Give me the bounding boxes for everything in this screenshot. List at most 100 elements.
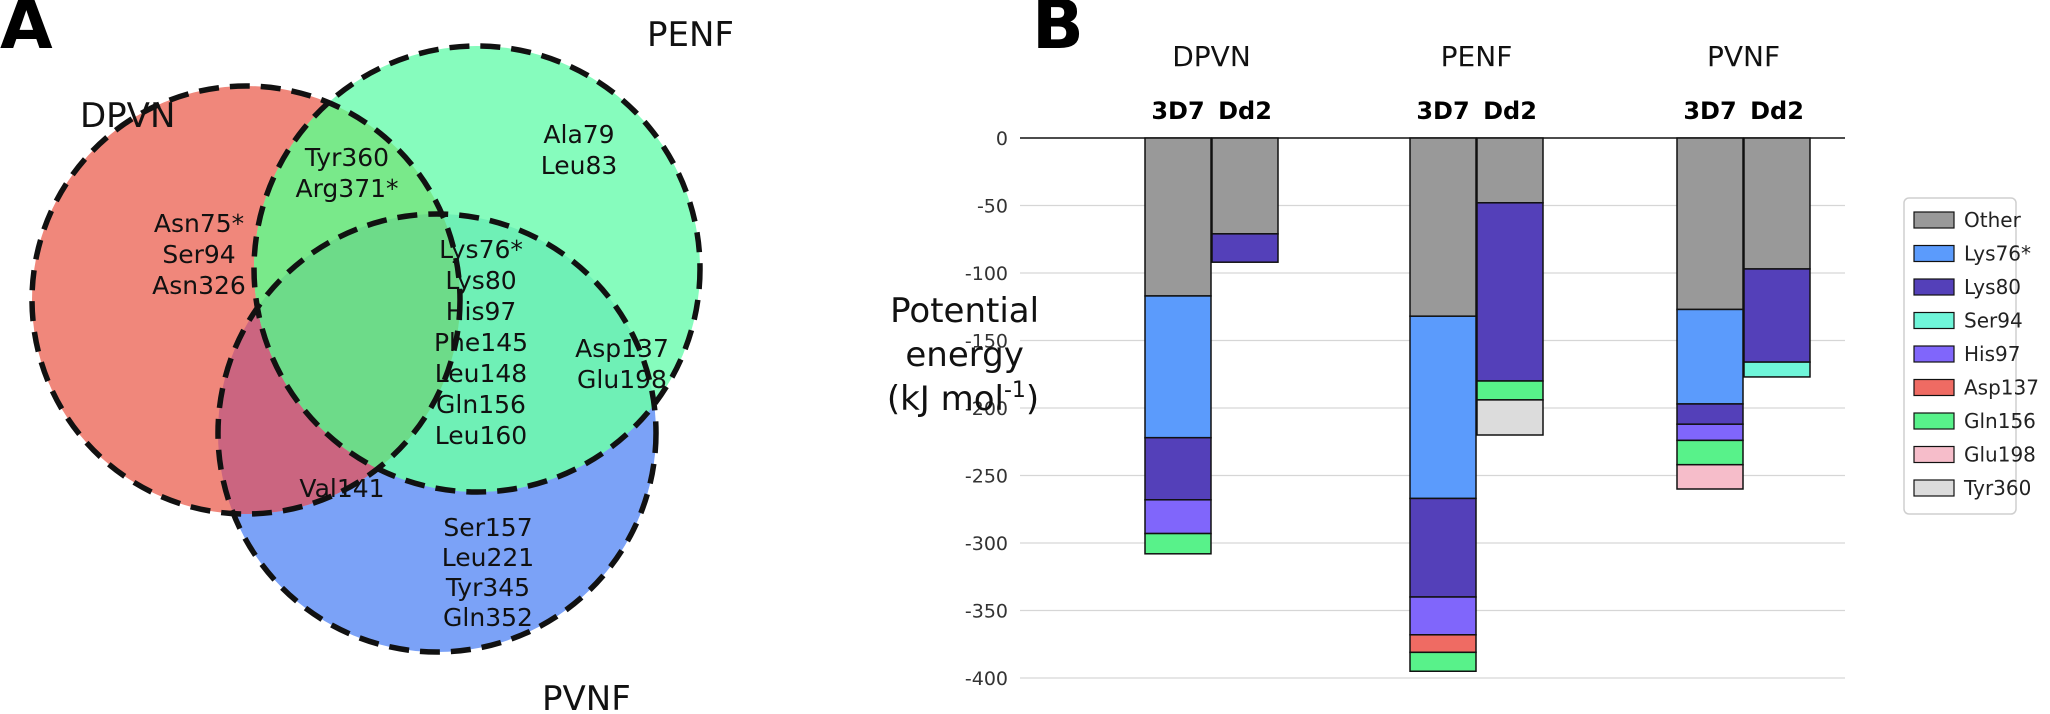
- bar-segment-pvnf-3d7-lys76-star: [1676, 308, 1744, 405]
- region-pvnf-only-residue: Ser157: [443, 513, 532, 542]
- strain-label-3d7: 3D7: [1683, 97, 1736, 125]
- bar-segment-pvnf-3d7-other: [1676, 137, 1744, 311]
- region-pvnf-only-residue: Leu221: [442, 543, 534, 572]
- region-penf-pvnf-residue: Glu198: [577, 365, 667, 394]
- bar-segment-penf-3d7-other: [1409, 137, 1477, 317]
- venn-diagram: A DPVN PENF PVNF Asn75*Ser94Asn326Ala79L…: [0, 0, 734, 714]
- legend: Other Lys76* Lys80 Ser94 His97 Asp137 Gln156 Gl…: [1903, 197, 2039, 515]
- legend-label-gln156: Gln156: [1964, 409, 2036, 433]
- bar-segment-pvnf-dd2-other: [1743, 137, 1811, 270]
- penf-set-label: PENF: [647, 15, 734, 55]
- legend-swatch-glu198: [1913, 445, 1955, 464]
- group-labels: DPVN PENF PVNF: [1172, 40, 1780, 73]
- legend-swatch-gln156: [1913, 412, 1955, 430]
- region-penf-only-residue: Leu83: [541, 151, 618, 180]
- bar-segment-dpvn-3d7-other: [1144, 137, 1212, 297]
- legend-label-glu198: Glu198: [1964, 443, 2036, 467]
- legend-swatch-ser94: [1913, 311, 1955, 330]
- y-tick-label: -200: [965, 398, 1008, 420]
- region-penf-only-residue: Ala79: [543, 120, 614, 149]
- region-pvnf-only-residue: Gln352: [443, 603, 533, 632]
- y-axis-ticks: 0 -50 -100 -150 -200 -250 -300 -350 -400: [965, 128, 1008, 690]
- dpvn-outline: [29, 83, 463, 517]
- y-axis-label: Potential energy (kJ mol-1): [887, 291, 1050, 419]
- legend-label-asp137: Asp137: [1964, 376, 2039, 400]
- bar-segment-penf-3d7-his97: [1409, 596, 1477, 636]
- strain-label-3d7: 3D7: [1151, 97, 1204, 125]
- region-dpvn-only-residue: Asn326: [152, 271, 246, 300]
- penf-outline: [251, 43, 703, 495]
- y-tick-label: 0: [996, 128, 1008, 150]
- bar-segment-dpvn-3d7-lys80: [1144, 436, 1212, 501]
- region-dpvn-penf-residue: Arg371*: [295, 174, 398, 203]
- y-tick-label: -350: [965, 601, 1008, 623]
- legend-swatch-lys80: [1913, 278, 1955, 296]
- bar-segment-penf-3d7-gln156: [1409, 651, 1477, 672]
- y-tick-label: -400: [965, 668, 1008, 690]
- region-dpvn-only-residue: Ser94: [162, 240, 235, 269]
- panel-a-label: A: [0, 0, 53, 65]
- legend-label-his97: His97: [1964, 342, 2020, 366]
- region-dpvn-pvnf-residue: Val141: [299, 474, 384, 503]
- bar-segment-dpvn-dd2-lys80: [1211, 233, 1279, 263]
- bar-stacks: [1144, 137, 1811, 672]
- group-label-dpvn: DPVN: [1172, 40, 1251, 73]
- bar-segment-penf-dd2-other: [1476, 137, 1544, 204]
- bar-segment-penf-dd2-lys80: [1476, 202, 1544, 382]
- bar-segment-penf-dd2-gln156: [1476, 380, 1544, 401]
- strain-label-dd2: Dd2: [1218, 97, 1272, 125]
- region-penf-pvnf-residue: Asp137: [575, 334, 669, 363]
- bar-segment-dpvn-3d7-his97: [1144, 499, 1212, 535]
- stacked-bar-chart: B 0 -50 -100 -150 -200 -250 -300 -350 -400 Poten…: [887, 0, 2039, 690]
- pvnf-outline: [215, 211, 659, 655]
- y-tick-label: -150: [965, 331, 1008, 353]
- region-all-three-residue: Gln156: [436, 390, 526, 419]
- bar-segment-penf-3d7-lys80: [1409, 497, 1477, 598]
- bar-segment-pvnf-3d7-gln156: [1676, 439, 1744, 466]
- group-label-penf: PENF: [1441, 40, 1513, 73]
- panel-b-label: B: [1032, 0, 1084, 65]
- bar-segment-dpvn-3d7-lys76-star: [1144, 295, 1212, 439]
- region-pvnf-only-residue: Tyr345: [445, 573, 530, 602]
- bar-segment-penf-3d7-asp137: [1409, 634, 1477, 654]
- legend-label-tyr360: Tyr360: [1963, 476, 2031, 500]
- region-all-three-residue: Leu160: [435, 421, 527, 450]
- bar-segment-pvnf-3d7-his97: [1676, 423, 1744, 442]
- dpvn-set-label: DPVN: [80, 96, 175, 136]
- legend-swatch-his97: [1913, 345, 1955, 363]
- legend-swatch-lys76-star: [1913, 244, 1955, 263]
- y-tick-label: -300: [965, 533, 1008, 555]
- bar-segment-pvnf-dd2-lys80: [1743, 268, 1811, 363]
- y-tick-label: -100: [965, 263, 1008, 285]
- y-tick-label: -250: [965, 466, 1008, 488]
- legend-label-other: Other: [1964, 208, 2022, 232]
- bar-segment-dpvn-3d7-gln156: [1144, 532, 1212, 555]
- bar-segment-penf-dd2-tyr360: [1476, 399, 1544, 436]
- legend-label-lys76-star: Lys76*: [1964, 242, 2031, 266]
- bar-segment-pvnf-3d7-lys80: [1676, 403, 1744, 425]
- bar-segment-pvnf-3d7-glu198: [1676, 463, 1744, 490]
- legend-swatch-tyr360: [1913, 479, 1955, 497]
- y-tick-label: -50: [977, 196, 1008, 218]
- region-all-three-residue: Lys80: [445, 266, 516, 295]
- region-dpvn-penf-residue: Tyr360: [304, 143, 389, 172]
- bar-segment-penf-3d7-lys76-star: [1409, 315, 1477, 500]
- bar-segment-pvnf-dd2-ser94: [1743, 361, 1811, 378]
- strain-labels: 3D7 Dd2 3D7 Dd2 3D7 Dd2: [1151, 97, 1804, 125]
- legend-swatch-other: [1913, 211, 1955, 229]
- legend-swatch-asp137: [1913, 378, 1955, 397]
- legend-frame: [1903, 197, 2017, 515]
- bar-segment-dpvn-dd2-other: [1211, 137, 1279, 235]
- region-all-three-residue: Lys76*: [439, 235, 523, 264]
- region-all-three-residue: Leu148: [435, 359, 527, 388]
- legend-label-ser94: Ser94: [1964, 309, 2023, 333]
- strain-label-dd2: Dd2: [1483, 97, 1537, 125]
- region-all-three-residue: Phe145: [434, 328, 528, 357]
- legend-label-lys80: Lys80: [1964, 275, 2021, 299]
- region-dpvn-only-residue: Asn75*: [154, 209, 244, 238]
- pvnf-set-label: PVNF: [542, 679, 631, 714]
- region-all-three-residue: His97: [446, 297, 517, 326]
- venn-region-labels: Asn75*Ser94Asn326Ala79Leu83Ser157Leu221T…: [152, 120, 669, 632]
- group-label-pvnf: PVNF: [1707, 40, 1780, 73]
- strain-label-3d7: 3D7: [1416, 97, 1469, 125]
